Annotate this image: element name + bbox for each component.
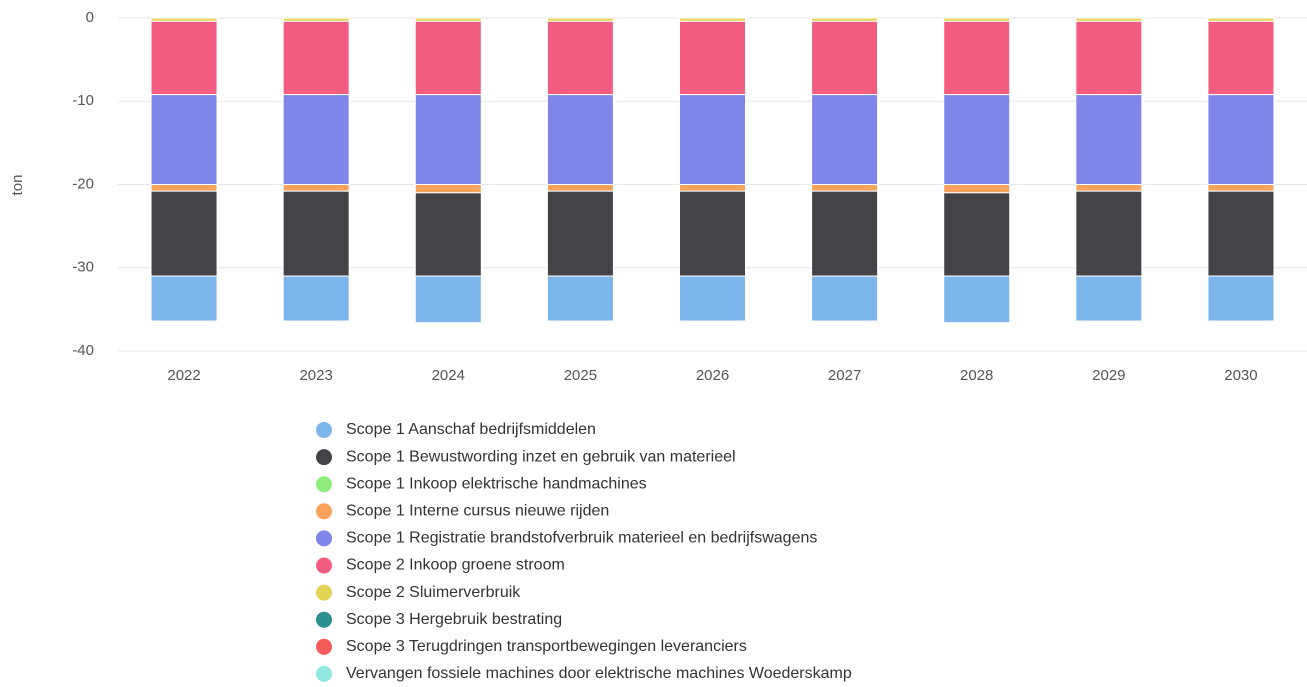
legend-label: Scope 2 Inkoop groene stroom bbox=[346, 557, 565, 574]
y-tick-label: -10 bbox=[72, 92, 94, 109]
x-tick-label: 2024 bbox=[432, 367, 465, 384]
legend-label: Scope 3 Terugdringen transportbewegingen… bbox=[346, 638, 747, 655]
x-tick-label: 2028 bbox=[960, 367, 993, 384]
legend-label: Scope 1 Interne cursus nieuwe rijden bbox=[346, 503, 609, 520]
legend-marker bbox=[316, 665, 332, 682]
x-tick-label: 2029 bbox=[1092, 367, 1125, 384]
bar-segment bbox=[943, 94, 1011, 185]
bar-segment bbox=[546, 94, 614, 185]
legend-marker bbox=[316, 422, 332, 438]
bar-segment bbox=[679, 94, 746, 185]
bar-segment bbox=[150, 190, 218, 277]
bar-segment bbox=[943, 192, 1011, 277]
bar-segment bbox=[811, 20, 879, 96]
x-tick-label: 2026 bbox=[696, 367, 729, 384]
bar-segment bbox=[282, 184, 350, 192]
x-tick-label: 2025 bbox=[564, 367, 597, 384]
y-tick-label: -40 bbox=[72, 342, 94, 359]
bar-segment bbox=[414, 20, 482, 96]
bar-segment bbox=[679, 20, 746, 96]
bar-segment bbox=[546, 190, 614, 277]
bar-segment bbox=[1207, 20, 1275, 96]
bar-segment bbox=[811, 275, 879, 322]
bar-segment bbox=[943, 184, 1011, 194]
legend-label: Scope 3 Hergebruik bestrating bbox=[346, 611, 562, 628]
bar-segment bbox=[943, 20, 1011, 96]
legend-marker bbox=[316, 611, 332, 628]
legend-label: Scope 1 Bewustwording inzet en gebruik v… bbox=[346, 448, 736, 465]
bar-segment bbox=[282, 275, 350, 322]
bar-segment bbox=[1207, 94, 1275, 185]
x-tick-label: 2027 bbox=[828, 367, 861, 384]
legend-marker bbox=[316, 638, 332, 655]
bar-segment bbox=[414, 94, 482, 185]
bar-segment bbox=[1075, 184, 1143, 192]
bar-segment bbox=[282, 190, 350, 277]
legend-marker bbox=[316, 530, 332, 547]
legend-label: Vervangen fossiele machines door elektri… bbox=[346, 665, 852, 682]
bar-segment bbox=[679, 184, 746, 192]
legend-label: Scope 1 Aanschaf bedrijfsmiddelen bbox=[346, 421, 596, 438]
bar-segment bbox=[150, 184, 218, 192]
y-tick-label: 0 bbox=[86, 9, 94, 26]
legend-marker bbox=[316, 503, 332, 520]
bar-segment bbox=[282, 20, 350, 96]
bar-segment bbox=[282, 94, 350, 185]
bar-segment bbox=[679, 190, 746, 277]
legend-marker bbox=[316, 449, 332, 466]
x-tick-label: 2023 bbox=[299, 367, 332, 384]
bar-segment bbox=[1075, 94, 1143, 185]
bar-segment bbox=[811, 94, 879, 185]
x-tick-label: 2022 bbox=[167, 367, 200, 384]
bar-segment bbox=[1075, 20, 1143, 96]
bar-segment bbox=[150, 94, 218, 185]
x-tick-label: 2030 bbox=[1224, 367, 1257, 384]
bar-segment bbox=[546, 20, 614, 96]
legend-marker bbox=[316, 476, 332, 493]
bar-segment bbox=[1075, 190, 1143, 277]
bar-segment bbox=[150, 275, 218, 322]
bar-segment bbox=[1075, 275, 1143, 322]
bar-segment bbox=[414, 275, 482, 324]
legend-marker bbox=[316, 557, 332, 574]
bar-segment bbox=[1207, 184, 1275, 192]
legend-label: Scope 2 Sluimerverbruik bbox=[346, 584, 521, 601]
bar-segment bbox=[546, 275, 614, 322]
legend-label: Scope 1 Inkoop elektrische handmachines bbox=[346, 475, 647, 492]
bar-segment bbox=[1207, 190, 1275, 277]
bar-segment bbox=[150, 20, 218, 96]
y-tick-label: -20 bbox=[72, 175, 94, 192]
bar-segment bbox=[1207, 275, 1275, 322]
bar-segment bbox=[414, 184, 482, 194]
legend-marker bbox=[316, 584, 332, 601]
legend-label: Scope 1 Registratie brandstofverbruik ma… bbox=[346, 530, 817, 547]
y-tick-label: -30 bbox=[72, 259, 94, 276]
bar-segment bbox=[811, 190, 879, 277]
bar-segment bbox=[679, 275, 746, 322]
bar-segment bbox=[943, 275, 1011, 324]
bar-segment bbox=[546, 184, 614, 192]
bar-segment bbox=[811, 184, 879, 192]
legend: Scope 1 Aanschaf bedrijfsmiddelen Scope 1… bbox=[316, 421, 852, 682]
bar-segment bbox=[414, 192, 482, 277]
y-axis-label: ton bbox=[9, 175, 26, 196]
